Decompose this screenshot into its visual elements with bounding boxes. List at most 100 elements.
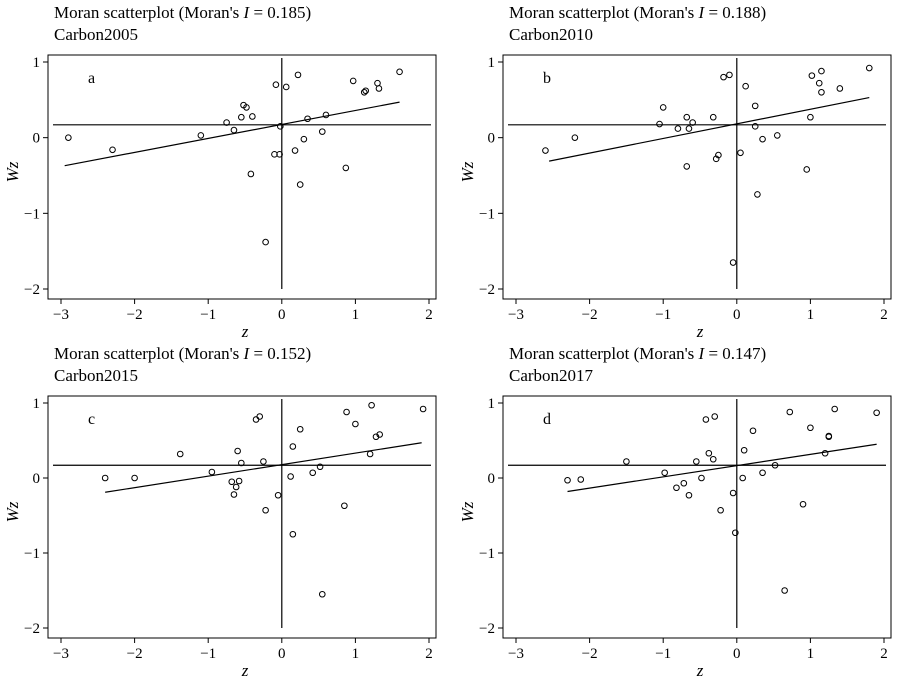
scatter-point — [249, 113, 256, 120]
scatter-point — [836, 85, 844, 92]
scatter-point — [296, 181, 304, 188]
chart-title: Moran scatterplot (Moran's I = 0.185) — [54, 3, 311, 22]
scatter-point — [680, 479, 688, 487]
scatter-point — [825, 432, 833, 440]
scatter-point — [542, 147, 549, 154]
scatter-point — [711, 413, 719, 420]
scatter-point — [781, 587, 788, 594]
scatter-point — [341, 502, 348, 510]
plot-frame — [47, 54, 437, 300]
scatter-point — [309, 469, 317, 477]
chart-title-prefix: Moran scatterplot (Moran's — [54, 3, 244, 22]
scatter-point — [803, 166, 811, 173]
chart-subtitle: Carbon2005 — [54, 25, 138, 44]
panel-letter: a — [88, 70, 95, 87]
x-tick-label: 0 — [733, 307, 741, 323]
scatter-point — [702, 416, 710, 423]
x-tick-label: 1 — [807, 646, 815, 662]
scatter-point — [821, 449, 829, 457]
chart-title-stat: I — [243, 3, 251, 22]
scatter-point — [683, 113, 691, 121]
panel-d: Moran scatterplot (Moran's I = 0.147) Car… — [458, 344, 892, 680]
regression-line — [567, 443, 877, 493]
panel-b: Moran scatterplot (Moran's I = 0.188) Car… — [458, 3, 892, 341]
x-axis-label: z — [241, 661, 249, 680]
scatter-point — [368, 401, 375, 409]
scatter-point — [726, 71, 733, 79]
x-tick-label: −3 — [53, 646, 69, 662]
scatter-point — [808, 72, 816, 79]
scatter-point — [342, 164, 350, 172]
scatter-point — [375, 85, 383, 92]
scatter-point — [689, 119, 696, 126]
chart-subtitle: Carbon2015 — [54, 366, 138, 385]
panel-letter: d — [543, 411, 551, 428]
scatter-point — [786, 408, 794, 416]
scatter-point — [739, 474, 746, 482]
scatter-point — [262, 238, 269, 246]
scatter-point — [176, 450, 184, 458]
scatter-point — [291, 147, 299, 154]
scatter-point — [318, 590, 326, 598]
scatter-point — [362, 87, 370, 95]
x-tick-label: 2 — [880, 646, 888, 662]
y-axis-label: Wz — [458, 501, 477, 522]
panel-letter: b — [543, 70, 551, 87]
scatter-point — [256, 413, 264, 420]
scatter-point — [272, 81, 280, 88]
scatter-point — [247, 170, 255, 178]
scatter-point — [865, 64, 873, 72]
y-tick-label: −2 — [24, 282, 40, 298]
scatter-point — [661, 469, 668, 477]
scatter-point — [228, 478, 236, 486]
scatter-point — [276, 151, 283, 158]
y-tick-label: −1 — [479, 546, 495, 562]
scatter-point — [360, 88, 368, 96]
scatter-point — [343, 408, 350, 416]
scatter-point — [349, 77, 357, 85]
scatter-point — [65, 134, 72, 141]
scatter-point — [235, 477, 243, 485]
chart-title-suffix: = 0.152) — [249, 344, 311, 363]
chart-title-prefix: Moran scatterplot (Moran's — [509, 344, 699, 363]
scatter-point — [807, 424, 814, 432]
scatter-point — [659, 104, 667, 111]
scatter-point — [729, 489, 737, 497]
x-axis-label: z — [696, 661, 704, 680]
y-tick-label: −2 — [24, 621, 40, 637]
scatter-point — [252, 416, 260, 423]
scatter-point — [238, 113, 245, 121]
x-tick-label: −1 — [200, 646, 216, 662]
scatter-point — [818, 67, 825, 75]
x-axis-label: z — [241, 322, 249, 341]
y-axis-label: Wz — [458, 161, 477, 182]
panel-a: Moran scatterplot (Moran's I = 0.185) Car… — [3, 3, 437, 341]
chart-subtitle: Carbon2010 — [509, 25, 593, 44]
x-tick-label: 2 — [880, 307, 888, 323]
scatter-point — [131, 474, 138, 482]
scatter-point — [282, 83, 290, 91]
x-tick-label: 0 — [733, 646, 741, 662]
scatter-point — [396, 68, 403, 76]
x-tick-label: −2 — [582, 646, 598, 662]
scatter-point — [374, 79, 381, 87]
scatter-point — [698, 474, 705, 482]
scatter-point — [571, 134, 579, 141]
scatter-point — [759, 135, 766, 143]
scatter-point — [873, 409, 880, 417]
y-tick-label: 1 — [33, 55, 41, 71]
chart-title-suffix: = 0.188) — [704, 3, 766, 22]
scatter-point — [352, 420, 359, 428]
scatter-point — [732, 529, 739, 537]
scatter-point — [754, 191, 761, 198]
scatter-point — [322, 111, 330, 119]
scatter-point — [376, 431, 383, 438]
chart-title-suffix: = 0.185) — [249, 3, 311, 22]
y-tick-label: 1 — [488, 396, 496, 412]
scatter-point — [318, 128, 326, 135]
scatter-point — [751, 123, 759, 130]
chart-title-stat: I — [698, 344, 706, 363]
scatter-point — [300, 135, 308, 143]
scatter-point — [287, 473, 294, 480]
